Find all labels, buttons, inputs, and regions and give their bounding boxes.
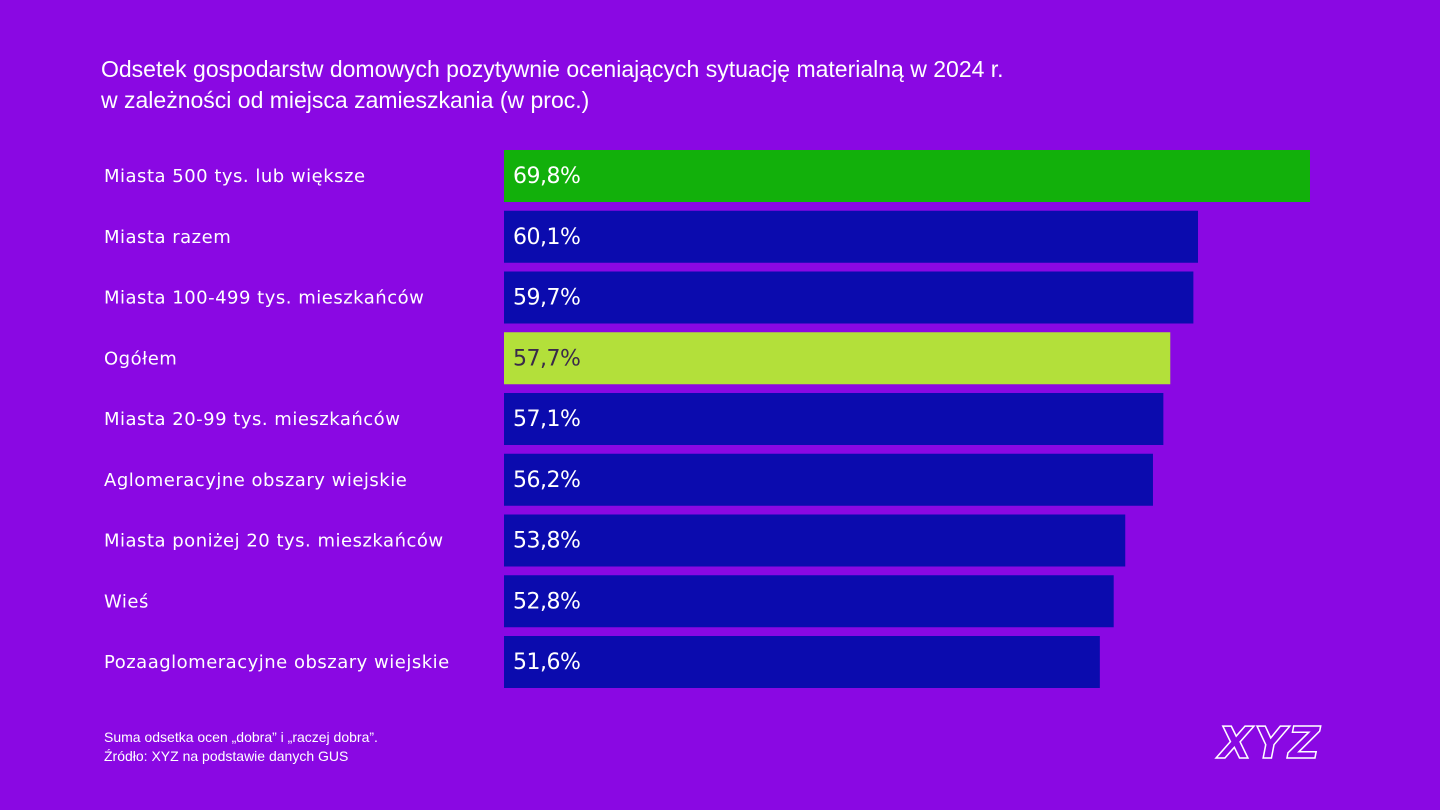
logo: XYZ <box>1215 718 1322 769</box>
value-label: 56,2% <box>513 468 580 493</box>
category-label: Miasta 100-499 tys. mieszkańców <box>104 288 424 309</box>
value-label: 57,7% <box>513 346 580 371</box>
bar <box>504 271 1194 324</box>
value-label: 51,6% <box>513 650 580 675</box>
value-label: 53,8% <box>513 529 580 554</box>
source: Źródło: XYZ na podstawie danych GUS <box>104 748 348 764</box>
bar <box>504 453 1153 506</box>
bar <box>504 332 1171 385</box>
bar <box>504 575 1114 628</box>
bar <box>504 393 1164 445</box>
category-label: Wieś <box>104 591 149 612</box>
category-label: Miasta poniżej 20 tys. mieszkańców <box>104 531 444 552</box>
category-label: Miasta razem <box>104 227 231 248</box>
bar <box>504 636 1100 688</box>
bar <box>504 514 1126 567</box>
category-label: Aglomeracyjne obszary wiejskie <box>104 470 407 491</box>
category-label: Miasta 20-99 tys. mieszkańców <box>104 409 400 430</box>
value-label: 60,1% <box>513 225 580 250</box>
footnote: Suma odsetka ocen „dobra” i „raczej dobr… <box>104 729 378 745</box>
bar <box>504 210 1198 263</box>
category-label: Ogółem <box>104 348 177 369</box>
value-label: 52,8% <box>513 589 580 614</box>
category-label: Pozaaglomeracyjne obszary wiejskie <box>104 652 450 673</box>
category-label: Miasta 500 tys. lub większe <box>104 166 366 187</box>
chart-title: Odsetek gospodarstw domowych pozytywnie … <box>101 56 1004 113</box>
value-label: 69,8% <box>513 164 580 189</box>
value-label: 59,7% <box>513 286 580 311</box>
value-label: 57,1% <box>513 407 580 432</box>
bar <box>504 150 1310 202</box>
